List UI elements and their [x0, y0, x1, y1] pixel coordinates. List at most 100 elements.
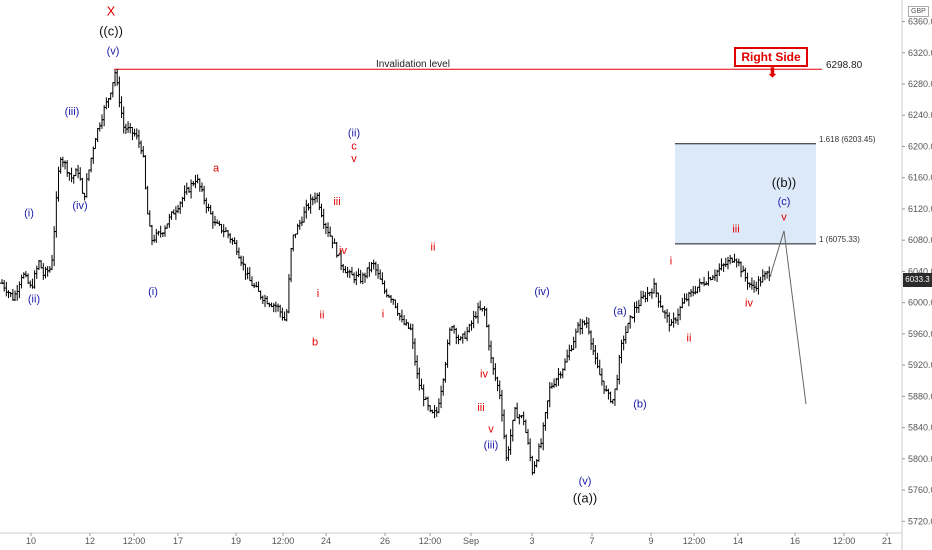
wave-label: b [312, 337, 318, 349]
ohlc-bar [121, 106, 126, 134]
ohlc-bar [217, 220, 222, 227]
ohlc-bar [471, 310, 476, 329]
time-tick-label: Sep [463, 536, 479, 546]
ohlc-bar [491, 357, 496, 375]
price-tick-label: 5960.00 [908, 329, 932, 339]
ohlc-bar [473, 311, 478, 319]
ohlc-bar [136, 129, 141, 149]
ohlc-bar [291, 234, 296, 252]
ohlc-bar [63, 160, 68, 170]
wave-label: iv [480, 369, 488, 381]
ohlc-bar [641, 290, 646, 299]
invalidation-price-label: 6298.80 [826, 60, 863, 71]
ohlc-bar [606, 388, 611, 400]
ohlc-bar [326, 222, 331, 237]
ohlc-bar [76, 164, 81, 179]
wave-label: (i) [148, 286, 158, 298]
ohlc-bar [432, 405, 437, 419]
ohlc-bar [28, 280, 33, 288]
ohlc-bar [349, 266, 354, 276]
ohlc-bar [315, 192, 320, 203]
wave-label: (b) [633, 398, 646, 410]
ohlc-bar [547, 382, 552, 408]
ohlc-bar [330, 235, 335, 249]
ohlc-bar [10, 288, 15, 301]
ohlc-bar [362, 272, 367, 283]
ohlc-bar [426, 396, 431, 411]
ohlc-bar [134, 128, 139, 140]
ohlc-bar [436, 398, 441, 414]
ohlc-bar [512, 407, 517, 422]
wave-label: i [317, 288, 319, 300]
ohlc-bar [306, 203, 311, 211]
ohlc-bar [569, 344, 574, 352]
ohlc-bar [656, 292, 661, 308]
ohlc-bar [469, 320, 474, 331]
ohlc-bar [89, 157, 94, 173]
ohlc-bar [625, 322, 630, 333]
ohlc-bar [502, 409, 507, 440]
ohlc-bar [204, 197, 209, 214]
time-tick-label: 12:00 [272, 536, 295, 546]
ohlc-bar [219, 223, 224, 234]
time-tick-label: 17 [173, 536, 183, 546]
ohlc-bar [454, 327, 459, 345]
ohlc-bar [2, 280, 7, 292]
ohlc-bar [497, 380, 502, 400]
ohlc-bar [610, 399, 615, 405]
ohlc-bar [271, 303, 276, 313]
price-tick-label: 6160.00 [908, 173, 932, 183]
ohlc-bar [97, 122, 102, 132]
wave-label: (ii) [348, 127, 360, 139]
ohlc-bar [119, 96, 124, 119]
wave-label: (ii) [28, 294, 40, 306]
ohlc-bar [249, 276, 254, 287]
time-tick-label: 12 [85, 536, 95, 546]
ohlc-bar [643, 292, 648, 303]
ohlc-bar [702, 276, 707, 287]
ohlc-bar [632, 302, 637, 323]
ohlc-bar [80, 177, 85, 194]
ohlc-bar [108, 92, 113, 101]
wave-label: iii [477, 402, 484, 414]
ohlc-bar [684, 293, 689, 302]
time-tick-label: 12:00 [683, 536, 706, 546]
ohlc-bar [689, 289, 694, 297]
ohlc-bar [634, 301, 639, 313]
wave-labels: (i)(ii)(iii)(iv)(v)((c))X(i)aiiibiiiiv(i… [24, 3, 796, 505]
time-tick-label: 24 [321, 536, 331, 546]
ohlc-bar [686, 291, 691, 307]
ohlc-bar [156, 230, 161, 236]
ohlc-bar [236, 247, 241, 259]
wave-label: X [107, 3, 116, 18]
wave-label: (iv) [534, 286, 549, 298]
wave-label: ((b)) [772, 175, 797, 190]
ohlc-bar [652, 278, 657, 294]
ohlc-bar [19, 274, 24, 289]
wave-label: (c) [778, 196, 791, 208]
right-side-label: Right Side [741, 50, 801, 64]
ohlc-bar [189, 179, 194, 199]
price-tick-label: 6320.00 [908, 48, 932, 58]
ohlc-bar [506, 446, 511, 461]
ohlc-bar [578, 318, 583, 335]
price-tick-label: 5760.00 [908, 485, 932, 495]
fib-level-1-label: 1 (6075.33) [819, 235, 860, 244]
ohlc-bar [615, 374, 620, 391]
ohlc-bar [382, 280, 387, 294]
ohlc-bar [6, 290, 11, 299]
arrow-down-icon: ⬇ [767, 65, 778, 80]
ohlc-bar [752, 280, 757, 293]
ohlc-bar [289, 247, 294, 283]
wave-label: ii [687, 333, 692, 345]
ohlc-bar [571, 336, 576, 351]
ohlc-bar [439, 385, 444, 409]
ohlc-bar [13, 290, 18, 302]
wave-label: iv [339, 245, 347, 257]
time-tick-label: 19 [231, 536, 241, 546]
ohlc-bar [371, 259, 376, 270]
wave-label: ii [320, 309, 325, 321]
time-tick-label: 21 [882, 536, 892, 546]
ohlc-bar [302, 206, 307, 223]
